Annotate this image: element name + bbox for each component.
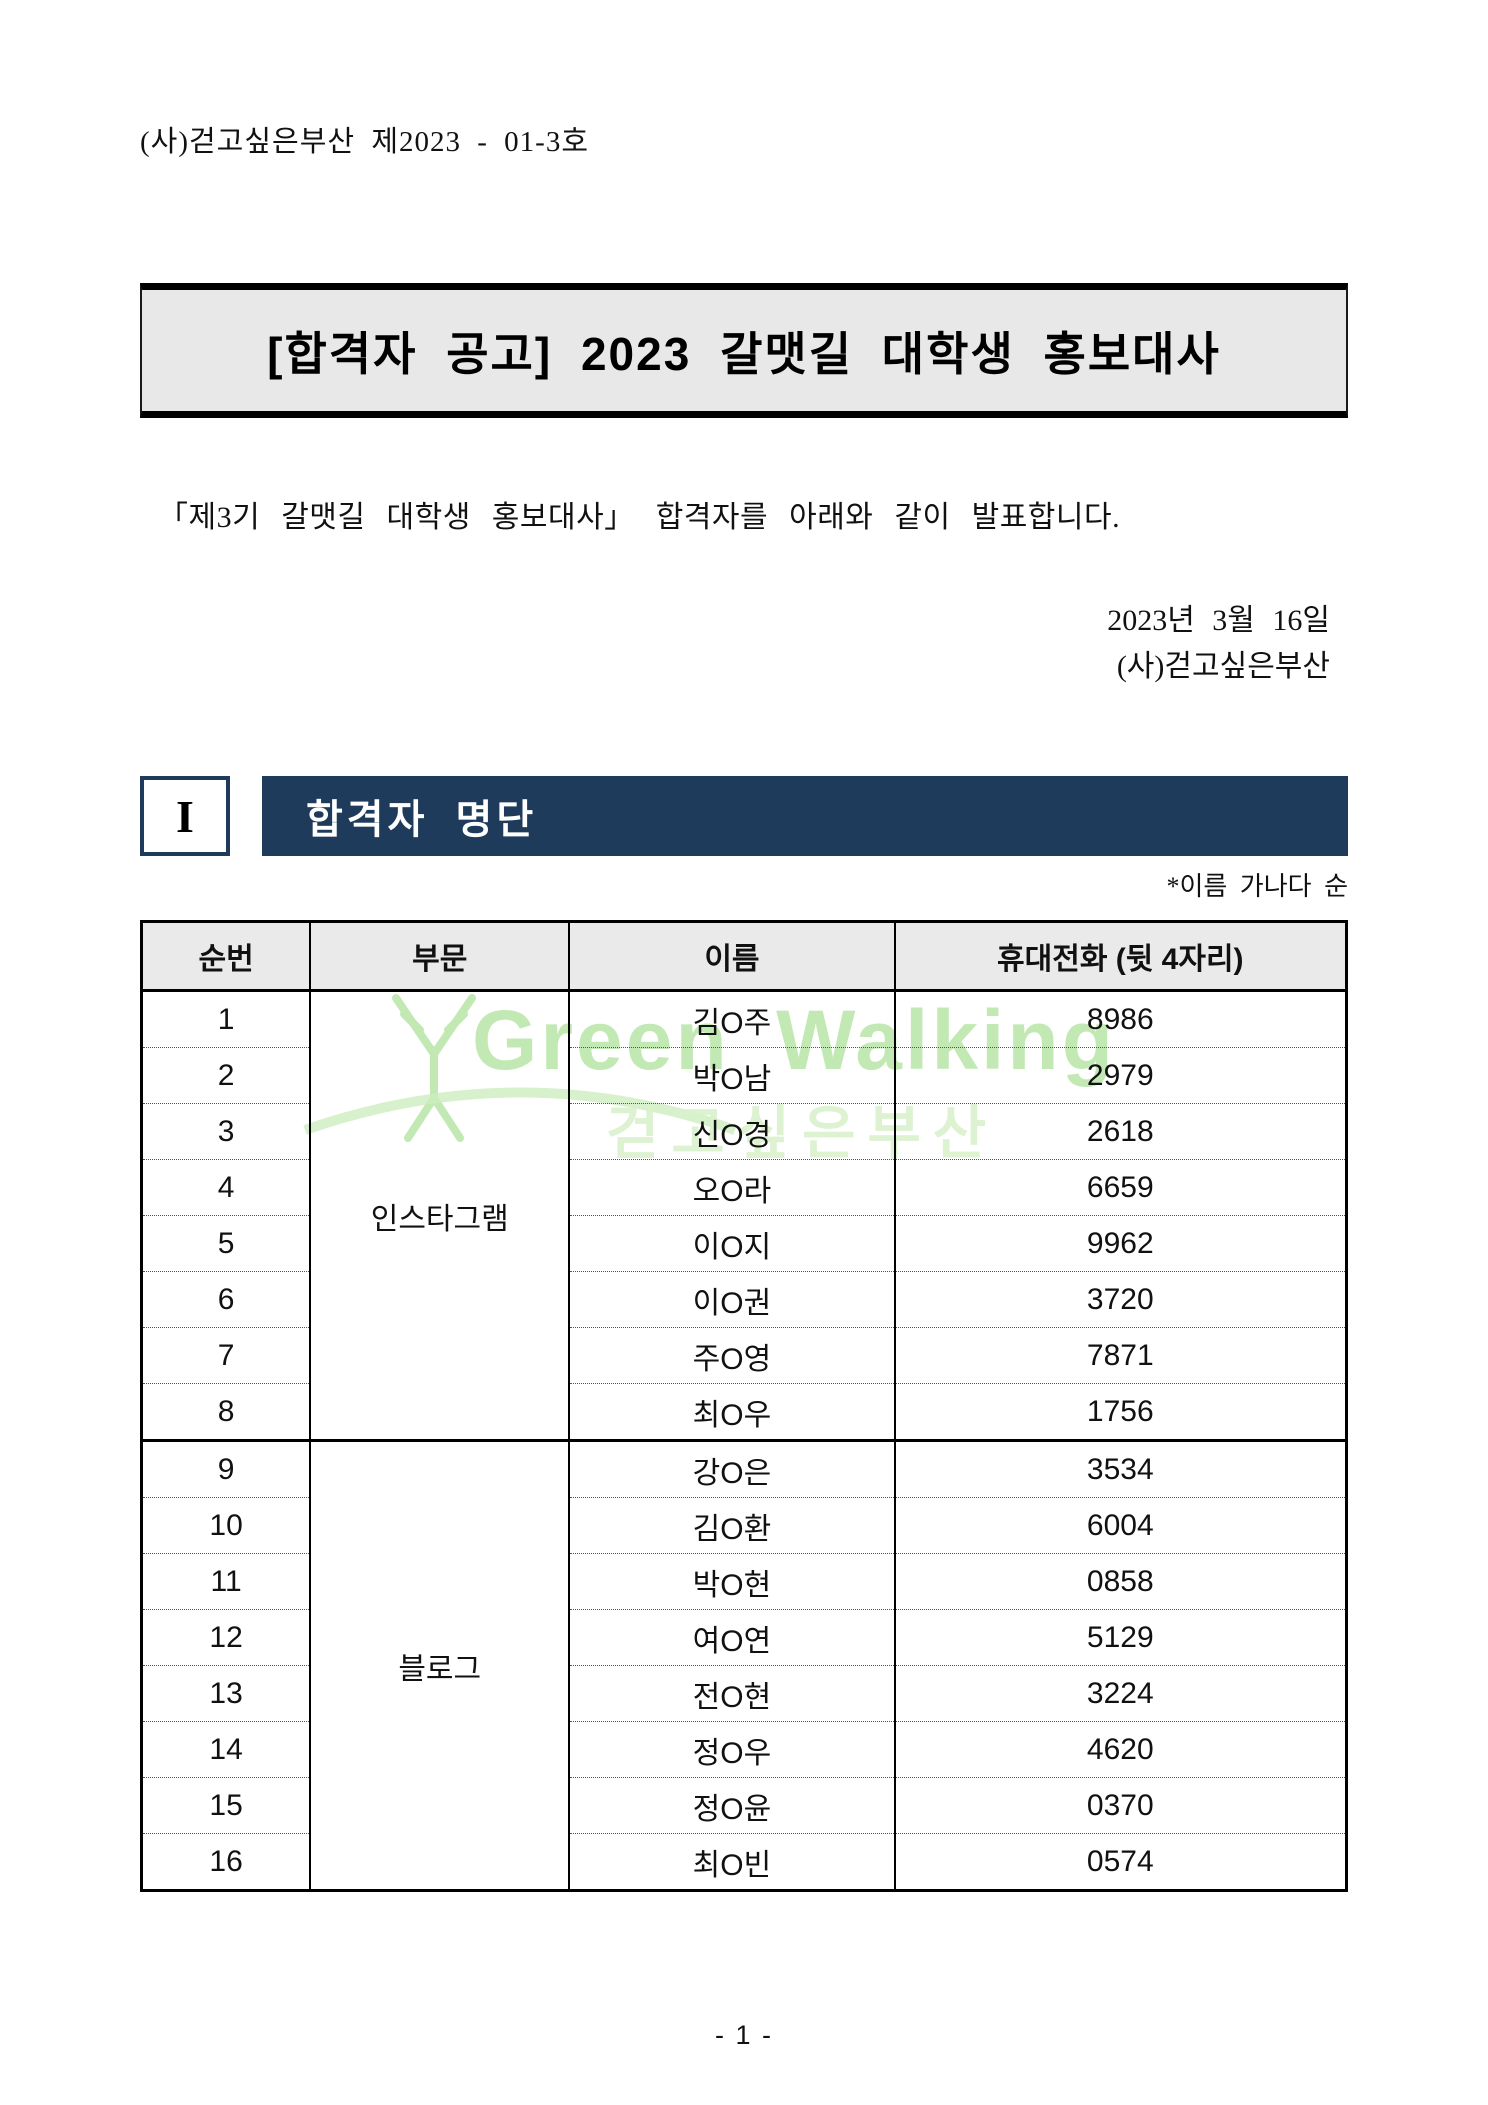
row-number-cell: 9 — [140, 1439, 312, 1498]
name-cell: 박O현 — [568, 1553, 896, 1610]
row-number-cell: 2 — [140, 1047, 312, 1104]
category-cell: 블로그 — [309, 1439, 571, 1891]
table-row: 15 정O윤 0370 — [140, 1777, 1348, 1834]
intro-paragraph: 「제3기 갈맷길 대학생 홍보대사」 합격자를 아래와 같이 발표합니다. — [158, 501, 1121, 534]
category-cell: 인스타그램 — [309, 990, 571, 1441]
sort-order-note: *이름 가나다 순 — [1166, 872, 1348, 901]
section-header-bar: 합격자 명단 — [262, 776, 1348, 856]
section-numeral-box: I — [140, 776, 230, 856]
phone-cell: 0370 — [893, 1777, 1348, 1834]
row-number-cell: 7 — [140, 1327, 312, 1384]
table-row: 4 오O라 6659 — [140, 1159, 1348, 1216]
name-cell: 이O권 — [568, 1271, 896, 1328]
row-number-cell: 1 — [140, 990, 312, 1048]
column-header: 이름 — [568, 920, 896, 992]
table-body: 1 인스타그램 김O주 8986 2 박O남 2979 3 신O경 2618 4 오O라 6659 5 이O… — [140, 990, 1348, 1891]
name-cell: 최O우 — [568, 1383, 896, 1441]
table-row: 10 김O환 6004 — [140, 1497, 1348, 1554]
table-row: 9 블로그 강O은 3534 — [140, 1439, 1348, 1891]
phone-cell: 1756 — [893, 1383, 1348, 1441]
row-number-cell: 11 — [140, 1553, 312, 1610]
phone-cell: 6659 — [893, 1159, 1348, 1216]
table-header-row: 순번 부문 이름 휴대전화 (뒷 4자리) — [140, 920, 1348, 992]
row-number-cell: 5 — [140, 1215, 312, 1272]
phone-cell: 8986 — [893, 990, 1348, 1048]
name-cell: 여O연 — [568, 1609, 896, 1666]
name-cell: 전O현 — [568, 1665, 896, 1722]
phone-cell: 3720 — [893, 1271, 1348, 1328]
phone-cell: 2618 — [893, 1103, 1348, 1160]
row-number-cell: 3 — [140, 1103, 312, 1160]
table-row: 5 이O지 9962 — [140, 1215, 1348, 1272]
page-number: - 1 - — [714, 2020, 773, 2050]
phone-cell: 4620 — [893, 1721, 1348, 1778]
table-row: 7 주O영 7871 — [140, 1327, 1348, 1384]
name-cell: 최O빈 — [568, 1833, 896, 1891]
name-cell: 주O영 — [568, 1327, 896, 1384]
announcement-date: 2023년 3월 16일 — [1107, 604, 1330, 637]
table-row: 11 박O현 0858 — [140, 1553, 1348, 1610]
phone-cell: 5129 — [893, 1609, 1348, 1666]
document-number: (사)걷고싶은부산 제2023 - 01-3호 — [140, 126, 589, 158]
row-number-cell: 12 — [140, 1609, 312, 1666]
phone-cell: 6004 — [893, 1497, 1348, 1554]
phone-cell: 3224 — [893, 1665, 1348, 1722]
row-number-cell: 16 — [140, 1833, 312, 1891]
table-row: 6 이O권 3720 — [140, 1271, 1348, 1328]
name-cell: 이O지 — [568, 1215, 896, 1272]
row-number-cell: 8 — [140, 1383, 312, 1441]
date-block: 2023년 3월 16일 (사)걷고싶은부산 — [1107, 598, 1330, 690]
title-banner: [합격자 공고] 2023 갈맷길 대학생 홍보대사 — [140, 283, 1348, 418]
table-row: 16 최O빈 0574 — [140, 1833, 1348, 1891]
phone-cell: 7871 — [893, 1327, 1348, 1384]
row-number-cell: 6 — [140, 1271, 312, 1328]
row-number-cell: 10 — [140, 1497, 312, 1554]
organization-name: (사)걷고싶은부산 — [1116, 650, 1330, 683]
section-title: 합격자 명단 — [306, 798, 538, 842]
phone-cell: 0574 — [893, 1833, 1348, 1891]
name-cell: 강O은 — [568, 1439, 896, 1498]
table-row: 8 최O우 1756 — [140, 1383, 1348, 1441]
phone-cell: 2979 — [893, 1047, 1348, 1104]
name-cell: 신O경 — [568, 1103, 896, 1160]
column-header: 부문 — [309, 920, 571, 992]
row-number-cell: 15 — [140, 1777, 312, 1834]
row-number-cell: 13 — [140, 1665, 312, 1722]
name-cell: 김O주 — [568, 990, 896, 1048]
row-number-cell: 4 — [140, 1159, 312, 1216]
name-cell: 오O라 — [568, 1159, 896, 1216]
column-header: 순번 — [140, 920, 312, 992]
row-number-cell: 14 — [140, 1721, 312, 1778]
page-title: [합격자 공고] 2023 갈맷길 대학생 홍보대사 — [267, 327, 1221, 380]
table-row: 13 전O현 3224 — [140, 1665, 1348, 1722]
table-row: 1 인스타그램 김O주 8986 — [140, 990, 1348, 1441]
phone-cell: 9962 — [893, 1215, 1348, 1272]
successful-candidates-table: 순번 부문 이름 휴대전화 (뒷 4자리) 1 인스타그램 김O주 8986 2 박O남 2979… — [140, 920, 1348, 1892]
name-cell: 정O우 — [568, 1721, 896, 1778]
name-cell: 김O환 — [568, 1497, 896, 1554]
section-numeral: I — [176, 790, 194, 842]
table-row: 14 정O우 4620 — [140, 1721, 1348, 1778]
phone-cell: 3534 — [893, 1439, 1348, 1498]
name-cell: 박O남 — [568, 1047, 896, 1104]
column-header: 휴대전화 (뒷 4자리) — [893, 920, 1348, 992]
phone-cell: 0858 — [893, 1553, 1348, 1610]
table-row: 2 박O남 2979 — [140, 1047, 1348, 1104]
name-cell: 정O윤 — [568, 1777, 896, 1834]
table-row: 12 여O연 5129 — [140, 1609, 1348, 1666]
